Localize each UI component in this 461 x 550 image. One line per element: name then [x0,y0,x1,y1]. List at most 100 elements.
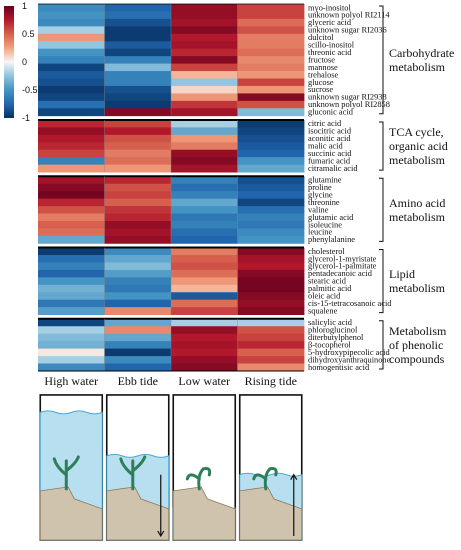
tide-panel-high-water [39,394,104,541]
cell-cis-15-tetracosanoic-acid-low-water [171,299,238,308]
cell-malic-acid-high-water [38,142,105,151]
cell-glutamine-rising-tide [237,176,305,185]
row-label-unknown-polyol-ri2858: unknown polyol RI2858 [308,100,390,109]
cell-threonine-high-water [38,198,105,207]
row-label-aconitic-acid: aconitic acid [308,134,351,143]
cell-sucrose-low-water [171,85,238,94]
row-label-mannose: mannose [308,63,338,72]
colorbar-tick-label: -1 [22,113,30,123]
cell-unknown-polyol-ri2114-low-water [171,11,238,20]
cell-fumaric-acid-rising-tide [237,157,305,166]
cell-aconitic-acid-rising-tide [237,134,305,143]
row-label-oleic-acid: oleic acid [308,292,341,301]
cell-citramalic-acid-ebb-tide [104,164,172,173]
cell-citramalic-acid-high-water [38,164,105,173]
row-label-unknown-polyol-ri2114: unknown polyol RI2114 [308,11,390,20]
cell-palmitic-acid-rising-tide [237,284,305,293]
cell-glyceric-acid-rising-tide [237,18,305,27]
row-label-dihydroxyanthraquinone: dihydroxyanthraquinone [308,355,391,364]
group-label-amino-acid-metabolism: Amino acid [389,196,445,210]
tide-panel-rising-tide [238,394,303,541]
row-label-glutamic-acid: glutamic acid [308,213,354,222]
group-label-metabolism-of-phenolic-compounds: Metabolism [389,324,447,338]
group-label-tca-cycle-organic-acid-metabolism: metabolism [389,153,446,167]
cell-sucrose-ebb-tide [104,85,172,94]
cell-salicylic-acid-ebb-tide [104,318,172,327]
cell-salicylic-acid-rising-tide [237,318,305,327]
cell-unknown-sugar-ri2036-low-water [171,26,238,35]
cell-citramalic-acid-rising-tide [237,164,305,173]
column-label-high-water: High water [44,374,98,388]
group-bracket [379,177,384,242]
group-label-amino-acid-metabolism: metabolism [389,210,446,224]
cell-glycine-rising-tide [237,191,305,200]
row-label-isocitric-acid: isocitric acid [308,127,352,136]
row-label-phenylalanine: phenylalanine [308,235,355,244]
cell-tocopherol-ebb-tide [104,341,172,349]
row-label-isoleucine: isoleucine [308,220,342,229]
cell-salicylic-acid-low-water [171,318,238,327]
cell-isocitric-acid-ebb-tide [104,127,172,136]
cell-mannose-high-water [38,63,105,72]
cell-cis-15-tetracosanoic-acid-high-water [38,299,105,308]
cell-valine-low-water [171,206,238,214]
cell-glutamic-acid-low-water [171,213,238,222]
cell-isoleucine-rising-tide [237,221,305,229]
heatmap-cells [38,3,305,372]
cell-cis-15-tetracosanoic-acid-rising-tide [237,299,305,308]
cell-threonine-low-water [171,198,238,207]
cell-leucine-low-water [171,228,238,237]
cell-stearic-acid-rising-tide [237,277,305,286]
cell-glutamine-ebb-tide [104,176,172,185]
cell-cis-15-tetracosanoic-acid-ebb-tide [104,299,172,308]
row-label-cholesterol: cholesterol [308,247,345,256]
group-label-lipid-metabolism: metabolism [389,281,446,295]
row-label-valine: valine [308,205,329,214]
cell-dulcitol-high-water [38,33,105,42]
cell-proline-high-water [38,183,105,192]
row-label-myo-inositol: myo-inositol [308,3,351,12]
cell-glyceric-acid-low-water [171,18,238,27]
tide-arrow-up-icon [290,473,298,481]
cell-isoleucine-ebb-tide [104,221,172,229]
cell-fumaric-acid-ebb-tide [104,157,172,166]
cell-unknown-polyol-ri2858-low-water [171,100,238,109]
tide-panel-ebb-tide [105,394,170,541]
cell-glycerol-1-palmitate-high-water [38,262,105,271]
cell-proline-low-water [171,183,238,192]
cell-sucrose-rising-tide [237,85,305,94]
cell-glycerol-1-palmitate-low-water [171,262,238,271]
column-label-ebb-tide: Ebb tide [118,374,158,388]
cell-salicylic-acid-high-water [38,318,105,327]
row-label-leucine: leucine [308,228,332,237]
row-label-proline: proline [308,183,332,192]
cell-scillo-inositol-high-water [38,41,105,50]
cell-citric-acid-high-water [38,119,105,128]
seaweed [252,467,278,491]
cell-diterbutylphenol-rising-tide [237,333,305,342]
group-label-tca-cycle-organic-acid-metabolism: TCA cycle, [389,125,444,139]
cell-gluconic-acid-ebb-tide [104,108,172,117]
cell-citric-acid-ebb-tide [104,119,172,128]
cell-unknown-sugar-ri2036-ebb-tide [104,26,172,35]
cell-glucose-rising-tide [237,78,305,87]
cell-aconitic-acid-ebb-tide [104,134,172,143]
row-label-sucrose: sucrose [308,85,333,94]
rock [106,486,170,541]
cell-squalene-high-water [38,307,105,315]
row-label-unknown-sugar-ri2036: unknown sugar RI2036 [308,26,387,35]
cell-mannose-low-water [171,63,238,72]
cell-glycerol-1-palmitate-ebb-tide [104,262,172,271]
cell-phloroglucinol-low-water [171,326,238,335]
cell-isoleucine-low-water [171,221,238,229]
cell-unknown-polyol-ri2114-ebb-tide [104,11,172,20]
cell-oleic-acid-low-water [171,292,238,301]
cell-palmitic-acid-ebb-tide [104,284,172,293]
cell-homogentisic-acid-low-water [171,363,238,372]
cell-palmitic-acid-high-water [38,284,105,293]
row-label-malic-acid: malic acid [308,142,343,151]
cell-cholesterol-ebb-tide [104,247,172,256]
row-label-salicylic-acid: salicylic acid [308,318,353,327]
cell-phenylalanine-high-water [38,235,105,244]
